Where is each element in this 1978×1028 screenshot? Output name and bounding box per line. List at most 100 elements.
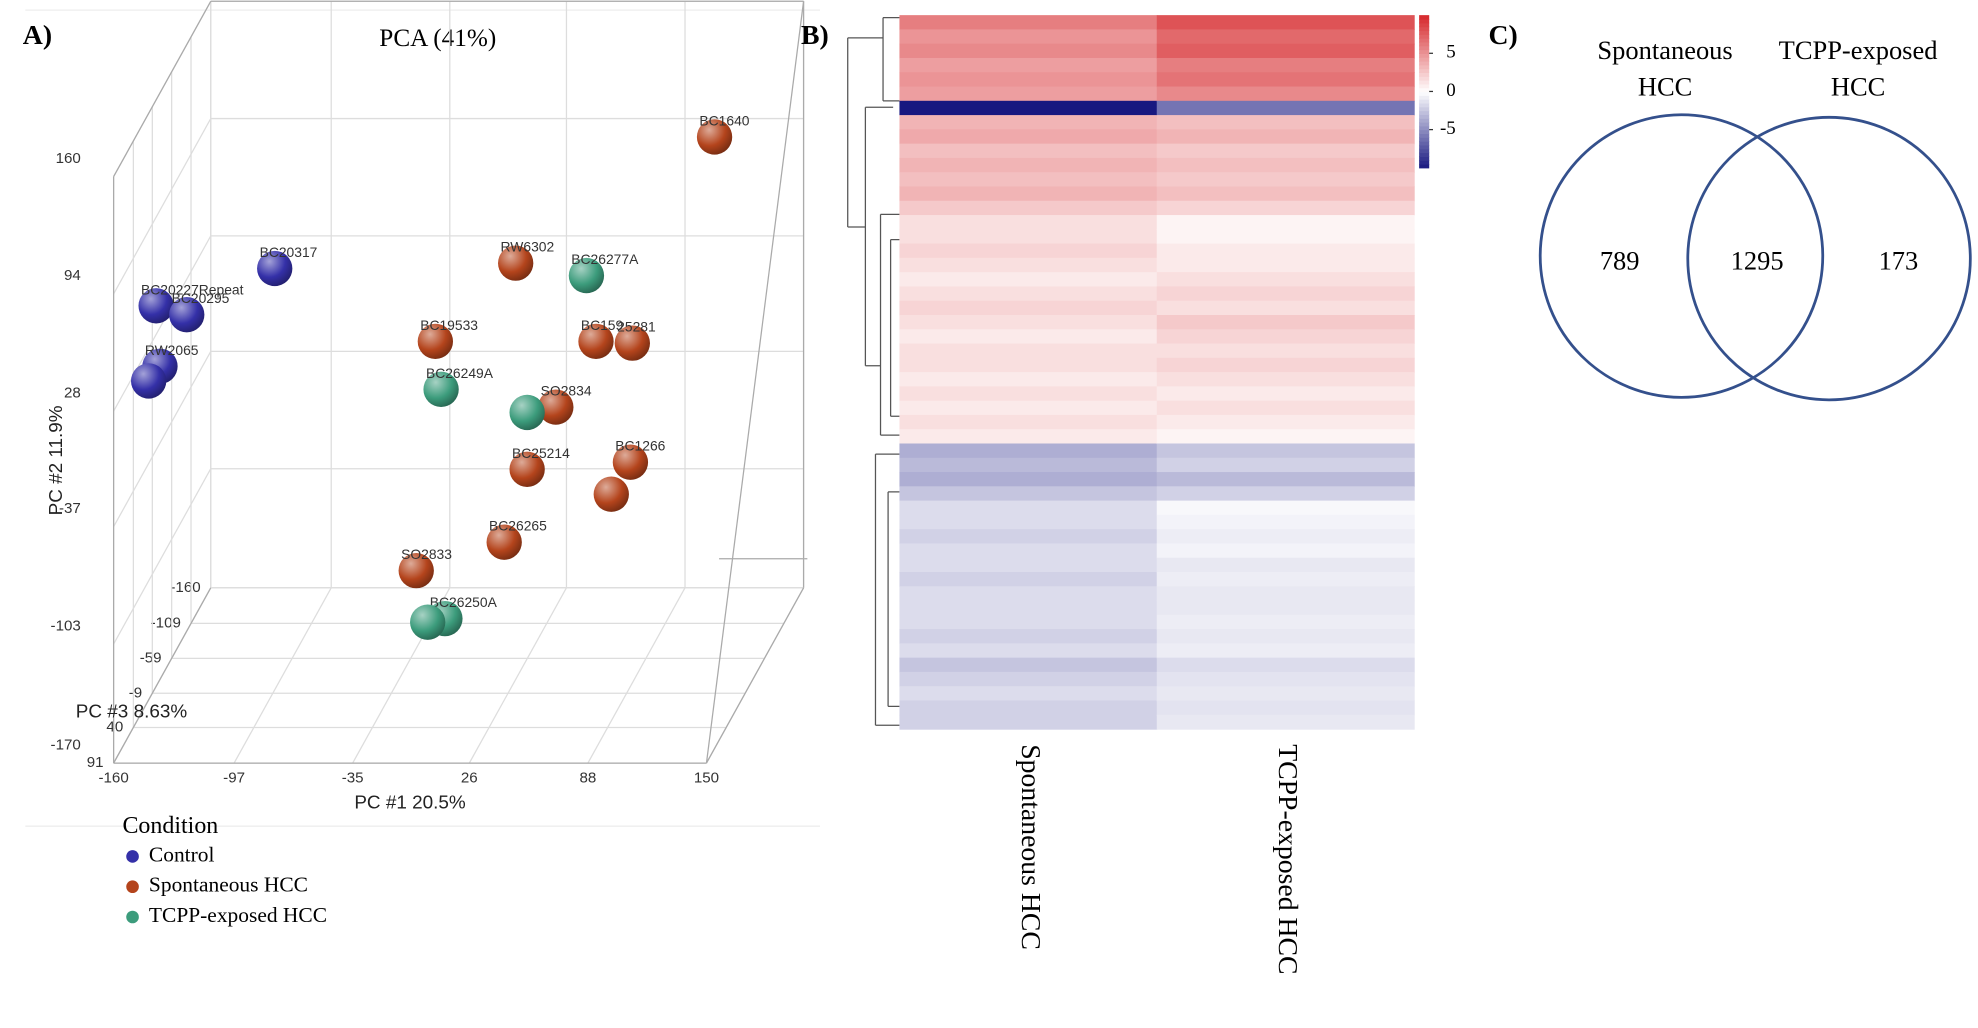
colorbar-step xyxy=(1419,129,1430,135)
y-tick-label: -37 xyxy=(59,500,81,517)
heatmap-cell xyxy=(899,286,1158,302)
legend-swatch xyxy=(126,880,139,894)
heatmap-cell xyxy=(899,643,1158,659)
heatmap-cell xyxy=(1156,400,1415,416)
heatmap-cell xyxy=(899,629,1158,645)
heatmap-cell xyxy=(1156,429,1415,445)
heatmap-cell xyxy=(899,671,1158,687)
colorbar-step xyxy=(1419,114,1430,119)
colorbar-step xyxy=(1419,152,1430,157)
grid-line xyxy=(233,587,332,764)
colorbar-step xyxy=(1419,144,1430,150)
data-point xyxy=(612,444,649,480)
legend-label: Control xyxy=(149,842,215,866)
heatmap-cell xyxy=(1156,100,1415,116)
heatmap-cell xyxy=(1156,286,1415,302)
data-point xyxy=(568,257,605,294)
grid-line xyxy=(587,587,686,764)
colorbar-step xyxy=(1419,22,1430,28)
colorbar-step xyxy=(1419,64,1430,70)
heatmap-cell xyxy=(1156,314,1415,330)
point-label: SO2834 xyxy=(541,383,592,399)
data-point xyxy=(538,389,574,425)
data-point xyxy=(696,119,733,155)
heatmap-cell xyxy=(1156,186,1415,202)
heatmap-cell xyxy=(899,429,1158,445)
x-tick-label: -160 xyxy=(98,769,128,786)
data-point xyxy=(417,323,454,360)
heatmap-cell xyxy=(1156,157,1415,173)
colorbar-step xyxy=(1419,49,1430,54)
colorbar-step xyxy=(1419,125,1430,131)
heatmap-cell xyxy=(899,129,1158,145)
colorbar-step xyxy=(1419,15,1430,20)
set-count: 789 xyxy=(1600,246,1640,276)
heatmap-cell xyxy=(899,115,1158,130)
x-tick-label: 150 xyxy=(694,769,719,786)
point-label: SO2833 xyxy=(401,546,452,562)
heatmap-cell xyxy=(899,357,1158,373)
heatmap-cell xyxy=(899,414,1158,430)
heatmap-cell xyxy=(899,43,1158,59)
heatmap-cell xyxy=(1156,586,1415,602)
panel-label: B) xyxy=(801,20,829,51)
colorbar-step xyxy=(1419,141,1430,146)
heatmap-cell xyxy=(899,329,1158,345)
point-label: BC26249A xyxy=(426,365,494,381)
colorbar-tick-label: 0 xyxy=(1446,80,1455,101)
heatmap-cell xyxy=(899,229,1158,245)
heatmap-cell xyxy=(899,529,1158,545)
heatmap-cell xyxy=(1156,614,1415,630)
point-label: BC26265 xyxy=(489,518,547,534)
set-label: Spontaneous xyxy=(1597,35,1732,65)
heatmap-cell xyxy=(899,272,1158,288)
set-label: HCC xyxy=(1831,72,1885,102)
y-tick-label: 28 xyxy=(64,385,81,402)
box-edge xyxy=(705,1,805,764)
colorbar-step xyxy=(1419,30,1430,35)
colorbar-step xyxy=(1419,102,1430,108)
set-label: TCPP-exposed xyxy=(1779,35,1938,65)
heatmap-cell xyxy=(1156,514,1415,530)
colorbar-tick-label: -5 xyxy=(1440,118,1456,139)
heatmap-cell xyxy=(899,29,1158,45)
point-label: 25281 xyxy=(617,319,656,335)
legend-label: TCPP-exposed HCC xyxy=(149,903,327,927)
colorbar-step xyxy=(1419,34,1430,39)
point-label: BC26250A xyxy=(430,594,498,610)
heatmap-cell xyxy=(1156,386,1415,402)
data-point xyxy=(138,288,174,324)
heatmap-cell xyxy=(1156,72,1415,88)
heatmap-cell xyxy=(899,686,1158,702)
data-point xyxy=(614,325,650,361)
heatmap-cell xyxy=(1156,414,1415,430)
heatmap-cell xyxy=(899,600,1158,616)
point-label: BC25214 xyxy=(512,445,570,461)
colorbar-step xyxy=(1419,118,1430,123)
x-axis-title: PC #1 20.5% xyxy=(354,792,466,813)
colorbar-step xyxy=(1419,60,1430,66)
venn-circle xyxy=(1686,115,1972,402)
intersection-count: 1295 xyxy=(1731,246,1784,276)
heatmap-cell xyxy=(1156,357,1415,373)
heatmap-cell xyxy=(899,300,1158,316)
heatmap-cell xyxy=(1156,543,1415,559)
panel-label: A) xyxy=(23,20,52,51)
heatmap-cell xyxy=(899,557,1158,573)
colorbar-step xyxy=(1419,133,1430,138)
x-tick-label: -35 xyxy=(342,769,364,786)
heatmap-cell xyxy=(899,571,1158,587)
heatmap-cell xyxy=(899,457,1158,473)
colorbar-step xyxy=(1419,83,1430,89)
heatmap-cell xyxy=(899,343,1158,359)
heatmap-cell xyxy=(899,586,1158,602)
y-axis-title: PC #2 11.9% xyxy=(46,405,67,515)
heatmap-cell xyxy=(1156,700,1415,716)
grid-line xyxy=(113,235,212,412)
column-label: TCPP-exposed HCC xyxy=(1272,744,1303,974)
box-edge xyxy=(705,587,805,764)
point-label: RW2065 xyxy=(145,342,199,358)
colorbar-step xyxy=(1419,163,1430,169)
colorbar-step xyxy=(1419,57,1430,62)
heatmap-cell xyxy=(1156,229,1415,245)
